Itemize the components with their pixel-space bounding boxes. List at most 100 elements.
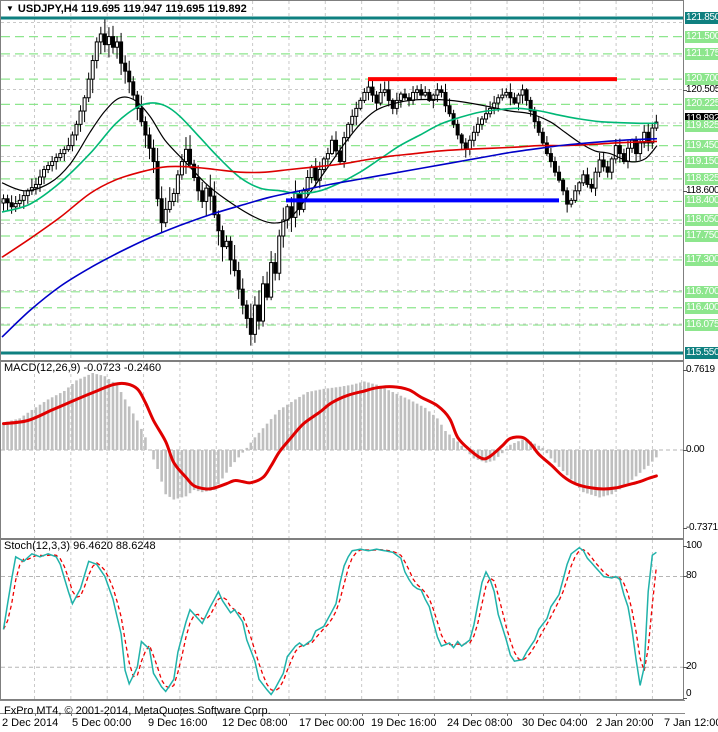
candle-bearish bbox=[532, 110, 537, 123]
candle-bullish bbox=[1, 198, 6, 204]
candle-bullish bbox=[342, 137, 347, 163]
candle-bearish bbox=[131, 81, 136, 96]
candle-bullish bbox=[471, 131, 476, 141]
candle-bullish bbox=[516, 94, 521, 104]
candle-bullish bbox=[609, 158, 614, 173]
candle-bullish bbox=[50, 161, 55, 167]
axis-tick bbox=[683, 450, 687, 451]
candle-bullish bbox=[479, 118, 484, 125]
candle-bullish bbox=[281, 219, 286, 237]
candle-bearish bbox=[123, 62, 128, 72]
candle-bullish bbox=[382, 89, 387, 93]
candle-bearish bbox=[110, 36, 115, 48]
price-label-116.700: 116.700 bbox=[685, 285, 718, 298]
candle-bearish bbox=[256, 304, 261, 322]
candle-bullish bbox=[277, 235, 282, 274]
candle-bullish bbox=[329, 139, 334, 155]
candle-bullish bbox=[394, 99, 399, 109]
candle-bullish bbox=[305, 177, 310, 192]
time-tick bbox=[543, 713, 545, 716]
stoch-plot[interactable] bbox=[0, 539, 684, 700]
candle-bullish bbox=[613, 145, 618, 160]
candle-bearish bbox=[236, 270, 241, 290]
symbol-menu-icon[interactable]: ▼ bbox=[6, 4, 14, 13]
candle-bullish bbox=[569, 199, 574, 205]
candle-bearish bbox=[188, 148, 193, 165]
candle-bullish bbox=[496, 97, 501, 104]
time-tick bbox=[398, 713, 399, 716]
price-label-118.825: 118.825 bbox=[685, 172, 718, 185]
price-axis[interactable]: 120.505 118.600 119.892 121.500 121.175 120.7… bbox=[683, 0, 718, 700]
candle-bearish bbox=[561, 179, 566, 192]
time-tick bbox=[325, 713, 327, 716]
time-tick bbox=[143, 713, 145, 716]
candle-bearish bbox=[273, 262, 278, 274]
price-chart-plot[interactable] bbox=[0, 0, 684, 361]
candle-bullish bbox=[54, 157, 59, 163]
time-label: 19 Dec 16:00 bbox=[371, 717, 437, 729]
candle-bullish bbox=[33, 183, 38, 189]
candle-bullish bbox=[411, 91, 416, 101]
candle-bearish bbox=[127, 70, 132, 83]
candle-bearish bbox=[159, 198, 164, 224]
macd-signal-line bbox=[2, 381, 658, 491]
candle-bullish bbox=[354, 107, 359, 117]
candle-bearish bbox=[524, 89, 529, 101]
axis-tick bbox=[683, 527, 687, 529]
candle-bullish bbox=[581, 174, 586, 184]
candle-bullish bbox=[415, 89, 420, 93]
candle-bearish bbox=[155, 161, 160, 200]
candle-bearish bbox=[419, 89, 424, 96]
time-tick bbox=[70, 713, 72, 716]
time-tick bbox=[616, 713, 618, 716]
candle-bullish bbox=[317, 169, 322, 181]
candle-bearish bbox=[455, 123, 460, 136]
time-tick bbox=[579, 713, 581, 716]
macd-plot[interactable] bbox=[0, 361, 684, 539]
candle-bullish bbox=[593, 171, 598, 189]
copyright-bar: FxPro MT4, © 2001-2014, MetaQuotes Softw… bbox=[0, 700, 685, 717]
candle-bearish bbox=[528, 99, 533, 112]
macd-histogram bbox=[2, 373, 658, 500]
time-axis[interactable]: 2 Dec 2014 5 Dec 00:00 9 Dec 16:00 12 Dec 0… bbox=[0, 713, 718, 732]
candle-bullish bbox=[573, 190, 578, 201]
candle-bullish bbox=[70, 134, 75, 147]
candle-bearish bbox=[548, 153, 553, 163]
candle-bullish bbox=[423, 91, 428, 96]
candle-bullish bbox=[82, 97, 87, 112]
time-tick bbox=[507, 713, 509, 716]
candle-bullish bbox=[309, 166, 314, 179]
candle-bullish bbox=[42, 169, 47, 178]
candle-bearish bbox=[119, 41, 124, 64]
time-tick bbox=[288, 713, 290, 716]
candle-bearish bbox=[228, 240, 233, 261]
time-label: 17 Dec 00:00 bbox=[299, 717, 365, 729]
candle-bearish bbox=[589, 183, 594, 189]
candle-bearish bbox=[540, 131, 545, 144]
candle-bullish bbox=[171, 192, 176, 202]
candle-bullish bbox=[350, 115, 355, 125]
candle-bearish bbox=[386, 89, 391, 101]
time-label: 24 Dec 08:00 bbox=[447, 717, 513, 729]
candle-bearish bbox=[617, 145, 622, 155]
time-tick bbox=[361, 713, 363, 716]
candle-bullish bbox=[261, 283, 266, 322]
candle-bullish bbox=[492, 102, 497, 109]
candle-bullish bbox=[269, 262, 274, 298]
copyright-text: FxPro MT4, © 2001-2014, MetaQuotes Softw… bbox=[4, 705, 271, 717]
candle-bullish bbox=[325, 153, 330, 160]
candle-bullish bbox=[650, 127, 655, 144]
time-label: 12 Dec 08:00 bbox=[222, 717, 288, 729]
candle-bearish bbox=[512, 97, 517, 104]
macd-indicator-label: MACD(12,26,9) -0.0723 -0.2460 bbox=[4, 362, 162, 374]
stoch-axis-label-20: 20 bbox=[685, 661, 718, 674]
price-label-121.850: 121.850 bbox=[685, 12, 718, 24]
stoch-axis-label-100: 100 bbox=[685, 540, 718, 553]
candle-bullish bbox=[597, 159, 602, 173]
candle-bullish bbox=[98, 33, 103, 43]
price-label-118.400: 118.400 bbox=[685, 195, 718, 208]
time-label: 9 Dec 16:00 bbox=[148, 717, 208, 729]
candle-bearish bbox=[265, 283, 270, 298]
axis-tick bbox=[683, 369, 687, 371]
candle-bullish bbox=[378, 91, 383, 104]
